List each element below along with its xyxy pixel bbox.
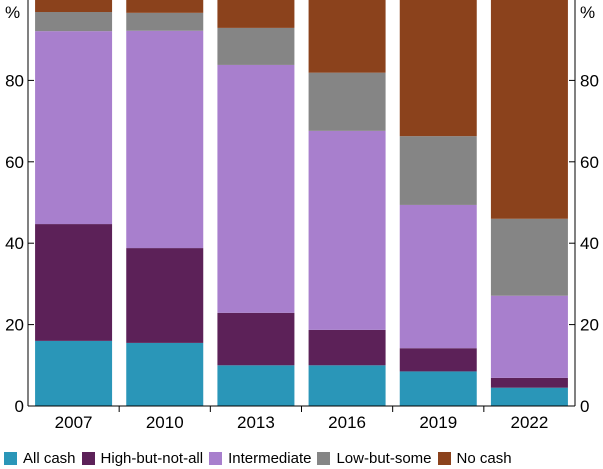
y-tick-label-left-0: 0 bbox=[15, 397, 24, 416]
bar-2010-intermediate bbox=[126, 30, 204, 249]
x-tick-label-2016: 2016 bbox=[328, 413, 366, 432]
bar-2019-no-cash bbox=[399, 0, 477, 137]
bar-2010-all-cash bbox=[126, 342, 204, 406]
y-tick-label-left-40: 40 bbox=[5, 234, 24, 253]
x-tick-label-2010: 2010 bbox=[146, 413, 184, 432]
y-tick-label-right-60: 60 bbox=[580, 153, 599, 172]
bar-2022-all-cash bbox=[490, 387, 568, 406]
legend-label-high-but-not-all: High-but-not-all bbox=[100, 449, 204, 467]
legend-label-intermediate: Intermediate bbox=[228, 449, 312, 467]
bar-2007-low-but-some bbox=[35, 12, 113, 32]
bar-2022-low-but-some bbox=[490, 218, 568, 296]
legend-swatch-no-cash bbox=[437, 451, 451, 465]
bar-2022-no-cash bbox=[490, 0, 568, 219]
bar-2010-high-but-not-all bbox=[126, 248, 204, 343]
bar-2013-no-cash bbox=[217, 0, 295, 28]
legend-label-low-but-some: Low-but-some bbox=[336, 449, 432, 467]
bar-2007-all-cash bbox=[35, 340, 113, 406]
ticks-group: 2007 2010 2013 2016 2019 2022 0 0 20 20 40 40 60 60 80… bbox=[5, 71, 599, 432]
legend-label-all-cash: All cash bbox=[23, 449, 76, 467]
legend-swatch-intermediate bbox=[209, 451, 223, 465]
bar-2019-all-cash bbox=[399, 371, 477, 406]
bar-2007-high-but-not-all bbox=[35, 224, 113, 341]
y-tick-label-right-0: 0 bbox=[580, 397, 589, 416]
bar-2019-high-but-not-all bbox=[399, 348, 477, 372]
bar-2016-no-cash bbox=[308, 0, 386, 73]
legend-swatch-all-cash bbox=[4, 451, 17, 465]
legend-label-no-cash: No cash bbox=[456, 449, 512, 467]
bar-2016-low-but-some bbox=[308, 72, 386, 131]
bar-2013-all-cash bbox=[217, 365, 295, 406]
legend-item-no-cash: No cash bbox=[437, 449, 512, 467]
legend-item-low-but-some: Low-but-some bbox=[317, 449, 432, 467]
bar-2022-intermediate bbox=[490, 295, 568, 378]
x-tick-label-2007: 2007 bbox=[55, 413, 93, 432]
bar-2016-high-but-not-all bbox=[308, 329, 386, 366]
bar-2007-no-cash bbox=[35, 0, 113, 13]
bar-2010-no-cash bbox=[126, 0, 204, 13]
x-tick-label-2022: 2022 bbox=[511, 413, 549, 432]
bars-group bbox=[35, 0, 568, 406]
y-axis-unit-right: % bbox=[580, 3, 595, 22]
legend: All cash High-but-not-all Intermediate Low-… bbox=[4, 447, 603, 469]
y-tick-label-right-80: 80 bbox=[580, 71, 599, 90]
bar-2010-low-but-some bbox=[126, 12, 204, 31]
x-tick-label-2019: 2019 bbox=[419, 413, 457, 432]
y-axis-unit-left: % bbox=[5, 3, 20, 22]
bar-2022-high-but-not-all bbox=[490, 377, 568, 388]
legend-swatch-low-but-some bbox=[317, 451, 331, 465]
bar-2016-all-cash bbox=[308, 365, 386, 406]
bar-2013-intermediate bbox=[217, 64, 295, 313]
legend-item-high-but-not-all: High-but-not-all bbox=[81, 449, 204, 467]
y-tick-label-left-80: 80 bbox=[5, 71, 24, 90]
bar-2019-low-but-some bbox=[399, 136, 477, 205]
bar-2013-low-but-some bbox=[217, 27, 295, 65]
legend-swatch-high-but-not-all bbox=[81, 451, 95, 465]
x-tick-label-2013: 2013 bbox=[237, 413, 275, 432]
legend-item-all-cash: All cash bbox=[4, 450, 76, 467]
bar-2019-intermediate bbox=[399, 204, 477, 349]
y-tick-label-right-20: 20 bbox=[580, 316, 599, 335]
legend-item-intermediate: Intermediate bbox=[209, 450, 311, 467]
y-tick-label-left-20: 20 bbox=[5, 316, 24, 335]
bar-2016-intermediate bbox=[308, 130, 386, 330]
y-tick-label-right-40: 40 bbox=[580, 234, 599, 253]
y-tick-label-left-60: 60 bbox=[5, 153, 24, 172]
bar-2007-intermediate bbox=[35, 31, 113, 225]
bar-2013-high-but-not-all bbox=[217, 312, 295, 366]
